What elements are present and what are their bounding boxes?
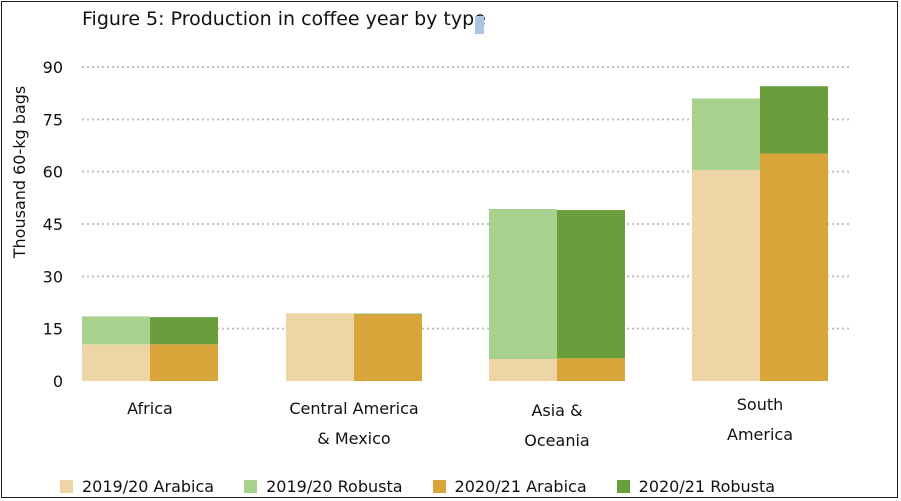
bars	[82, 86, 828, 381]
x-category-label: America	[727, 425, 793, 444]
legend-label: 2019/20 Robusta	[266, 476, 403, 496]
x-category-label: & Mexico	[317, 429, 390, 448]
x-category-label: Oceania	[524, 431, 589, 450]
legend-item: 2019/20 Arabica	[60, 477, 214, 496]
y-tick-label: 15	[43, 320, 63, 339]
bar-segment-2020-21-robusta	[557, 210, 625, 359]
y-tick-label: 90	[43, 58, 63, 77]
bar-segment-2020-21-robusta	[150, 317, 218, 345]
bar-segment-2020-21-arabica	[557, 358, 625, 381]
legend: 2019/20 Arabica 2019/20 Robusta 2020/21 Ar…	[60, 474, 880, 498]
legend-label: 2019/20 Arabica	[82, 476, 215, 496]
x-category-label: South	[737, 395, 784, 414]
legend-label: 2020/21 Robusta	[638, 476, 776, 496]
text-cursor-highlight	[475, 16, 484, 34]
legend-swatch	[616, 479, 630, 493]
legend-swatch	[60, 479, 73, 493]
bar-segment-2019-20-robusta	[489, 208, 557, 360]
y-tick-label: 30	[43, 267, 63, 286]
legend-item: 2019/20 Robusta	[244, 476, 403, 496]
bar-segment-2019-20-arabica	[489, 359, 557, 381]
y-tick-label: 0	[53, 372, 63, 391]
legend-swatch	[432, 479, 446, 493]
y-tick-labels: 0 15 30 45 60 75 90	[43, 58, 63, 391]
x-category-label: Asia &	[531, 401, 582, 420]
bar-segment-2020-21-arabica	[150, 344, 218, 381]
stacked-bar-chart: 0 15 30 45 60 75 90 Africa Central America & Mex…	[10, 58, 850, 450]
bar-segment-2019-20-robusta	[82, 316, 150, 345]
x-category-label: Africa	[127, 399, 173, 418]
y-tick-label: 60	[43, 163, 63, 182]
bar-segment-2020-21-robusta	[354, 313, 422, 315]
bar-segment-2019-20-arabica	[692, 169, 760, 381]
bar-segment-2019-20-arabica	[82, 344, 150, 381]
legend-item: 2020/21 Robusta	[616, 476, 776, 496]
bar-segment-2020-21-robusta	[760, 86, 828, 154]
legend-swatch	[244, 479, 258, 493]
legend-item: 2020/21 Arabica	[432, 476, 587, 496]
bar-segment-2019-20-arabica	[286, 313, 354, 381]
y-tick-label: 45	[43, 215, 63, 234]
y-tick-label: 75	[43, 110, 63, 129]
legend-label: 2020/21 Arabica	[454, 476, 587, 496]
y-axis-label: Thousand 60-kg bags	[10, 86, 29, 259]
x-category-labels: Africa Central America & Mexico Asia & Ocean…	[127, 395, 793, 450]
bar-segment-2020-21-arabica	[354, 314, 422, 381]
chart-title: Figure 5: Production in coffee year by t…	[82, 8, 486, 30]
x-category-label: Central America	[289, 399, 418, 418]
bar-segment-2019-20-robusta	[692, 98, 760, 170]
bar-segment-2020-21-arabica	[760, 153, 828, 381]
